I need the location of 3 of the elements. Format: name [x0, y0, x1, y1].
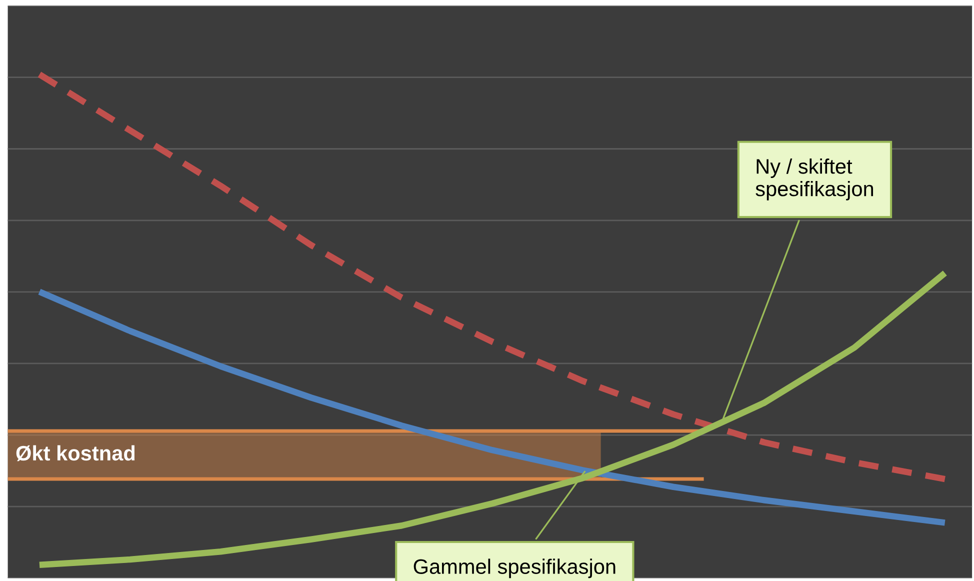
band-label: Økt kostnad — [16, 445, 135, 462]
annotation: Gammel spesifikasjon — [414, 558, 616, 578]
annotation: Ny / skiftet spesifikasjon — [756, 158, 874, 200]
